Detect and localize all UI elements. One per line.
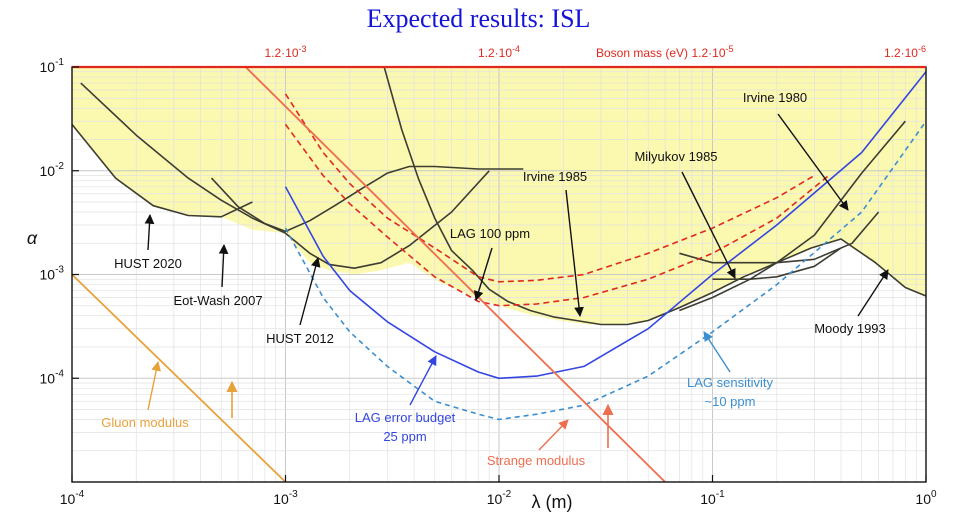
axis-ticks: 10-4 10-3 10-2 10-1 100 10-1 10-2 10-3 10-4 1.2·1…: [40, 44, 937, 507]
annotation-label: Milyukov 1985: [634, 149, 717, 164]
chart-title: Expected results: ISL: [366, 4, 591, 33]
series-line-lag-sensitivity: [284, 120, 926, 421]
y-tick-label: 10-2: [40, 161, 65, 179]
annotation-arrow: [409, 355, 437, 406]
annotation-label: ~10 ppm: [705, 394, 756, 409]
annotation-label: LAG error budget: [355, 410, 456, 425]
annotation-arrow: [299, 257, 321, 326]
top-tick-label: 1.2·10-6: [884, 44, 926, 60]
annotation-arrow: [681, 171, 736, 279]
y-axis-label: α: [27, 228, 38, 248]
annotation-arrow: [703, 331, 731, 373]
annotation-arrow: [565, 189, 584, 317]
x-tick-label: 10-1: [700, 489, 725, 507]
annotation-arrow: [144, 214, 155, 251]
annotation-arrow: [147, 361, 161, 411]
annotation-label: LAG 100 ppm: [450, 226, 530, 241]
annotations: HUST 2020 Eot-Wash 2007 HUST 2012 LAG 100 p…: [101, 90, 889, 468]
series-line-strange-modulus: [244, 67, 666, 482]
annotation-arrow: [538, 419, 569, 451]
annotation-label: HUST 2012: [266, 331, 334, 346]
x-tick-label: 10-3: [273, 489, 298, 507]
x-tick-label: 10-4: [60, 489, 85, 507]
x-tick-label: 100: [915, 489, 937, 507]
y-tick-label: 10-4: [40, 368, 65, 386]
top-tick-label: 1.2·10-3: [264, 44, 306, 60]
annotation-arrow: [777, 113, 849, 211]
series-line-lag-100-ppm: [284, 93, 815, 283]
annotation-label: Eot-Wash 2007: [173, 293, 262, 308]
series-line-milyukov-1985: [679, 211, 880, 264]
series-line-lag-error-budget: [284, 71, 926, 380]
annotation-label: Gluon modulus: [101, 415, 189, 430]
series-line-gluon-modulus: [72, 273, 287, 482]
x-axis-label: λ (m): [532, 492, 573, 512]
top-axis-label: Boson mass (eV): [596, 46, 688, 60]
series-line-curve-6: [712, 247, 842, 280]
annotation-label: Strange modulus: [487, 453, 586, 468]
annotation-label: Irvine 1980: [743, 90, 807, 105]
annotation-label: Irvine 1985: [523, 169, 587, 184]
annotation-label: Moody 1993: [814, 321, 886, 336]
annotation-arrow: [218, 244, 229, 288]
annotation-label: 25 ppm: [383, 429, 426, 444]
annotation-label: LAG sensitivity: [687, 375, 773, 390]
series-line-curve-3: [383, 67, 926, 326]
top-tick-label: 1.2·10-5: [691, 44, 733, 60]
series-line-curve-8: [284, 123, 830, 307]
top-tick-label: 1.2·10-4: [478, 44, 520, 60]
y-tick-label: 10-1: [40, 57, 65, 75]
series-line-hust-2012: [210, 165, 524, 233]
annotation-arrow: [473, 247, 493, 301]
annotation-arrow: [857, 269, 889, 317]
series-group: [72, 67, 926, 482]
annotation-label: HUST 2020: [114, 256, 182, 271]
series-line-eot-wash-2007: [80, 82, 490, 269]
x-tick-label: 10-2: [487, 489, 512, 507]
y-tick-label: 10-3: [40, 265, 65, 283]
series-line-hust-2020: [72, 123, 253, 218]
